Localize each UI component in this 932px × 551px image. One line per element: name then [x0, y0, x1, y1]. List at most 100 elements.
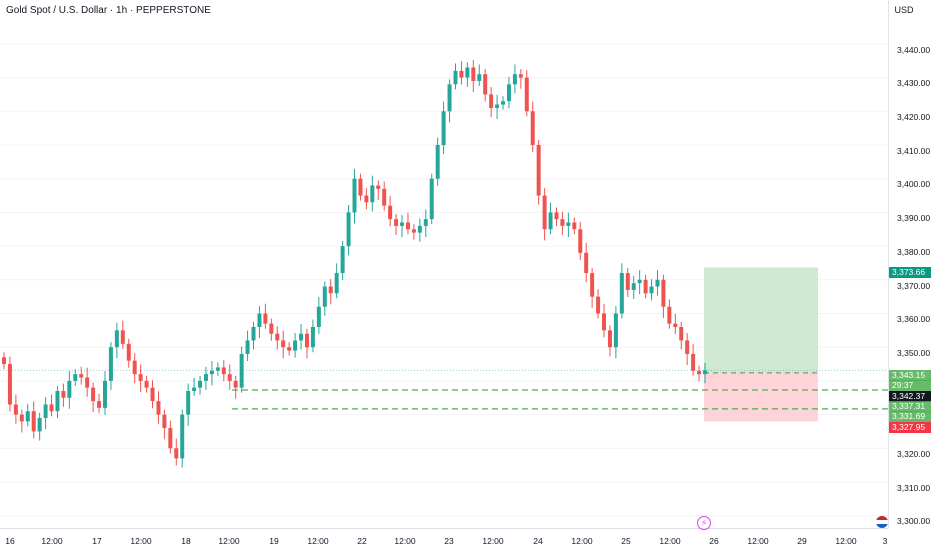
candle-body: [572, 222, 577, 230]
candle-body: [334, 273, 339, 294]
symbol-title[interactable]: Gold Spot / U.S. Dollar · 1h · PEPPERSTO…: [6, 5, 211, 16]
candle-body: [506, 84, 511, 102]
price-tick: 3,390.00: [897, 213, 931, 223]
price-tick: 3,370.00: [897, 281, 931, 291]
time-tick: 18: [181, 536, 191, 546]
price-tick: 3,420.00: [897, 112, 931, 122]
candle-body: [376, 185, 381, 189]
level-price-label: 3,331.69: [889, 411, 931, 422]
candle-body: [685, 340, 690, 354]
us-flag-icon[interactable]: [876, 516, 888, 528]
candle-body: [257, 313, 262, 327]
candle-body: [667, 306, 672, 324]
candle-body: [417, 225, 422, 233]
candle-body: [590, 273, 595, 297]
candle-body: [459, 70, 464, 78]
candle-body: [346, 212, 351, 247]
candle-body: [495, 104, 500, 108]
candle-body: [203, 374, 208, 381]
candle-body: [382, 188, 387, 206]
price-axis[interactable]: [888, 0, 932, 528]
price-tick: 3,320.00: [897, 449, 931, 459]
time-tick: 12:00: [659, 536, 681, 546]
candle-body: [423, 219, 428, 226]
loss-zone: [704, 372, 818, 422]
candle-body: [554, 212, 559, 220]
time-tick: 22: [357, 536, 367, 546]
candle-body: [477, 74, 482, 81]
candle-body: [358, 178, 363, 196]
level-price-label: 3,337.31: [889, 401, 931, 412]
price-tick: 3,400.00: [897, 179, 931, 189]
chart-area[interactable]: [0, 0, 888, 528]
candle-body: [73, 374, 78, 381]
candle-body: [691, 353, 696, 371]
candle-body: [530, 111, 535, 145]
candle-body: [578, 229, 583, 253]
candle-body: [697, 370, 702, 375]
candle-body: [703, 370, 707, 375]
candle-body: [364, 195, 369, 203]
candle-body: [548, 212, 553, 230]
candle-body: [512, 74, 517, 85]
candle-body: [471, 67, 476, 81]
candle-body: [649, 286, 654, 294]
candle-body: [411, 229, 416, 233]
currency-label[interactable]: USD: [894, 5, 914, 15]
candle-body: [186, 391, 191, 415]
candle-body: [453, 70, 458, 85]
candle-body: [524, 77, 529, 112]
candle-body: [174, 448, 179, 459]
candle-body: [613, 313, 618, 348]
candle-body: [221, 367, 226, 375]
candle-body: [501, 101, 506, 105]
candle-body: [55, 391, 60, 412]
candle-body: [168, 428, 173, 449]
bar-countdown-label: 29:37: [889, 380, 931, 391]
candle-body: [13, 404, 18, 415]
candle-body: [25, 411, 30, 422]
candle-body: [43, 404, 48, 418]
candle-body: [370, 185, 375, 203]
candle-body: [102, 380, 107, 408]
candle-body: [560, 219, 565, 226]
time-tick: 29: [797, 536, 807, 546]
candle-body: [542, 195, 547, 230]
candle-body: [180, 414, 185, 459]
candle-body: [49, 404, 54, 412]
candle-body: [352, 178, 357, 213]
candle-body: [198, 380, 203, 388]
time-axis[interactable]: [0, 528, 888, 551]
candle-body: [263, 313, 268, 324]
lightning-icon[interactable]: ⚡: [697, 516, 711, 530]
candle-body: [31, 411, 36, 432]
price-tick: 3,430.00: [897, 78, 931, 88]
stop-price-label: 3,327.95: [889, 422, 931, 433]
candle-body: [310, 326, 315, 348]
candle-body: [79, 374, 84, 378]
time-tick: 24: [533, 536, 543, 546]
candle-body: [227, 374, 232, 381]
time-tick: 23: [444, 536, 454, 546]
candle-body: [156, 401, 161, 415]
price-tick: 3,350.00: [897, 348, 931, 358]
candle-body: [150, 387, 155, 402]
candlestick-chart[interactable]: [0, 0, 888, 528]
candle-body: [19, 414, 24, 422]
time-tick: 17: [92, 536, 102, 546]
current-price-label: 3,343.15: [889, 370, 931, 381]
candle-body: [536, 145, 541, 196]
candle-body: [328, 286, 333, 294]
price-tick: 3,310.00: [897, 483, 931, 493]
time-tick: 19: [269, 536, 279, 546]
candle-body: [239, 353, 244, 388]
candle-body: [607, 330, 612, 348]
candle-body: [400, 222, 405, 226]
candle-body: [269, 323, 274, 334]
time-tick: 12:00: [482, 536, 504, 546]
candle-body: [584, 252, 589, 274]
time-tick: 12:00: [41, 536, 63, 546]
candle-body: [483, 74, 488, 95]
candle-body: [245, 340, 250, 354]
candle-body: [287, 347, 292, 351]
